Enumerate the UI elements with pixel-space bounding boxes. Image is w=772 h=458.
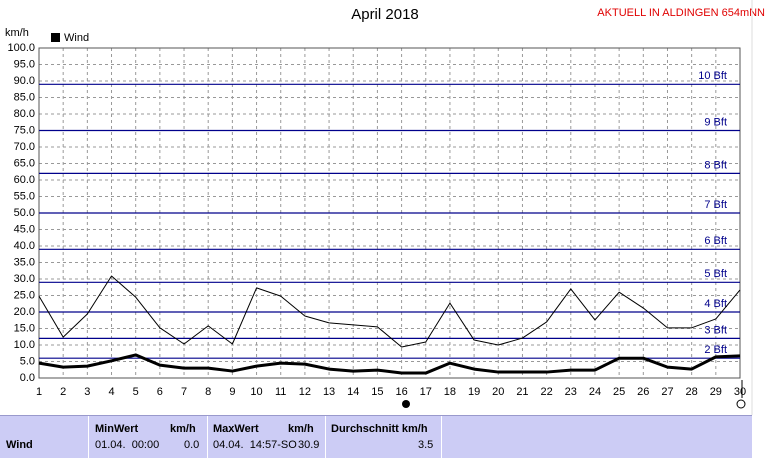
x-tick-label: 13 (323, 386, 335, 398)
stats-table: MinWert km/h MaxWert km/h Durchschnitt k… (0, 415, 752, 458)
cell: 3.5 (418, 439, 434, 451)
col-sep (207, 416, 208, 458)
y-tick-label: 55.0 (14, 190, 35, 202)
y-tick-label: 0.0 (20, 372, 35, 384)
x-tick-label: 10 (250, 386, 262, 398)
x-tick-label: 21 (516, 386, 528, 398)
x-tick-label: 16 (395, 386, 407, 398)
reference-label: 9 Bft (704, 116, 727, 128)
y-tick-label: 60.0 (14, 174, 35, 186)
moon-full (736, 399, 746, 409)
x-tick-label: 3 (84, 386, 90, 398)
x-tick-label: 14 (347, 386, 359, 398)
reference-label: 4 Bft (704, 298, 727, 310)
reference-label: 6 Bft (704, 235, 727, 247)
x-tick-label: 27 (661, 386, 673, 398)
y-tick-label: 40.0 (14, 240, 35, 252)
y-tick-label: 80.0 (14, 108, 35, 120)
y-tick-label: 30.0 (14, 273, 35, 285)
x-tick-label: 28 (686, 386, 698, 398)
reference-label: 2 Bft (704, 344, 727, 356)
y-unit: km/h (5, 27, 29, 39)
y-tick-label: 85.0 (14, 91, 35, 103)
x-tick-label: 2 (60, 386, 66, 398)
header-cell: MaxWert (213, 423, 259, 435)
x-tick-label: 1 (36, 386, 42, 398)
cell: 04.04. 14:57-SO (213, 439, 297, 451)
reference-label: 3 Bft (704, 324, 727, 336)
cell: 01.04. 00:00 (95, 439, 160, 451)
x-tick-label: 12 (299, 386, 311, 398)
x-tick-label: 9 (229, 386, 235, 398)
reference-label: 8 Bft (704, 159, 727, 171)
header-cell: km/h (170, 423, 196, 435)
col-sep (88, 416, 89, 458)
x-tick-label: 19 (468, 386, 480, 398)
y-tick-label: 35.0 (14, 256, 35, 268)
x-tick-label: 4 (108, 386, 114, 398)
y-tick-label: 25.0 (14, 289, 35, 301)
x-tick-label: 8 (205, 386, 211, 398)
y-tick-label: 70.0 (14, 141, 35, 153)
x-tick-label: 11 (275, 386, 286, 398)
y-tick-label: 15.0 (14, 322, 35, 334)
header-cell: km/h (288, 423, 314, 435)
x-tick-label: 23 (565, 386, 577, 398)
moon-new (402, 400, 410, 408)
y-tick-label: 90.0 (14, 75, 35, 87)
y-tick-label: 65.0 (14, 157, 35, 169)
reference-label: 10 Bft (698, 70, 727, 82)
x-tick-label: 22 (540, 386, 552, 398)
x-tick-label: 24 (589, 386, 601, 398)
x-tick-label: 25 (613, 386, 625, 398)
y-tick-label: 10.0 (14, 339, 35, 351)
y-tick-label: 95.0 (14, 58, 35, 70)
x-tick-label: 26 (637, 386, 649, 398)
y-tick-label: 20.0 (14, 306, 35, 318)
y-tick-label: 50.0 (14, 207, 35, 219)
station-label: AKTUELL IN ALDINGEN 654mNN (597, 7, 765, 19)
legend-swatch (51, 33, 60, 42)
row-label: Wind (6, 439, 33, 451)
header-cell: Durchschnitt km/h (331, 423, 428, 435)
col-sep (441, 416, 442, 458)
chart: April 2018 AKTUELL IN ALDINGEN 654mNN km… (5, 0, 765, 415)
col-sep (325, 416, 326, 458)
x-tick-label: 18 (444, 386, 456, 398)
cell: 0.0 (184, 439, 200, 451)
y-tick-label: 45.0 (14, 223, 35, 235)
x-tick-label: 30 (734, 386, 746, 398)
reference-label: 7 Bft (704, 199, 727, 211)
series-line (38, 275, 741, 348)
x-tick-label: 20 (492, 386, 504, 398)
series-line (38, 353, 741, 375)
y-tick-label: 75.0 (14, 124, 35, 136)
x-tick-label: 29 (710, 386, 722, 398)
y-tick-label: 5.0 (20, 355, 35, 367)
x-tick-label: 5 (133, 386, 139, 398)
chart-title: April 2018 (351, 6, 419, 23)
header-cell: MinWert (95, 423, 139, 435)
x-tick-label: 6 (157, 386, 163, 398)
y-tick-label: 100.0 (7, 42, 35, 54)
cell: 30.9 (298, 439, 320, 451)
x-tick-label: 7 (181, 386, 187, 398)
reference-label: 5 Bft (704, 268, 727, 280)
x-tick-label: 17 (420, 386, 432, 398)
legend-label: Wind (64, 32, 89, 44)
x-tick-label: 15 (371, 386, 383, 398)
